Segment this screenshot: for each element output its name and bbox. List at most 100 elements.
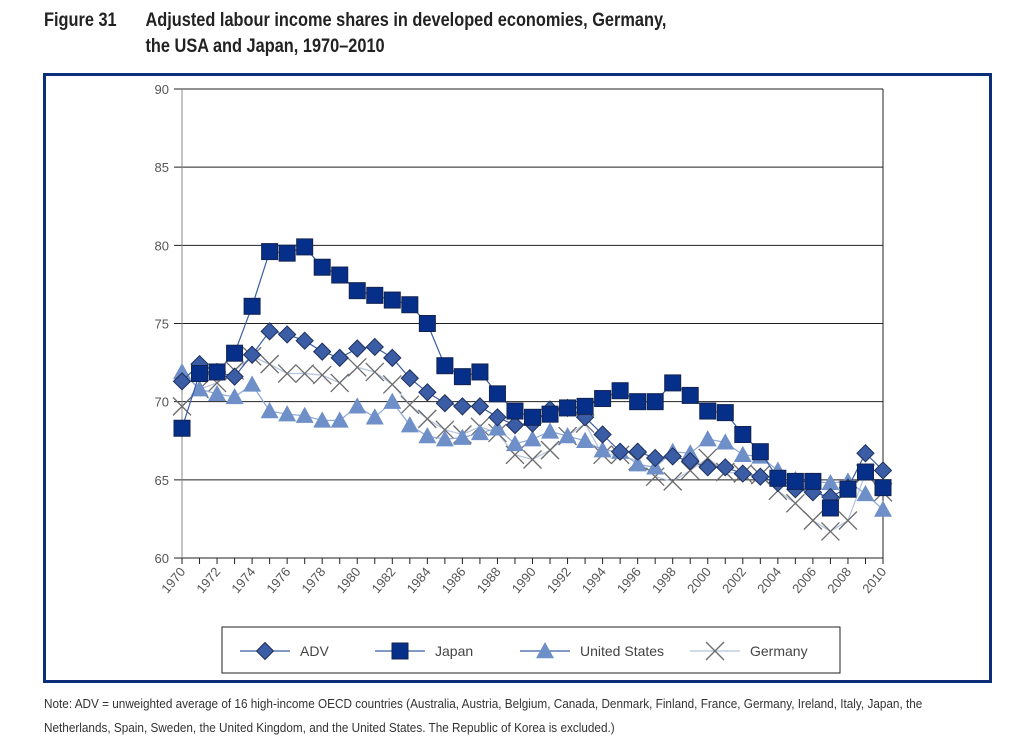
marker-diamond [628, 442, 647, 461]
marker-diamond [255, 641, 275, 661]
x-tick-label: 2000 [684, 564, 714, 596]
marker-triangle [628, 455, 647, 472]
marker-x-stroke [705, 641, 725, 661]
marker-diamond [873, 461, 893, 480]
marker-diamond [681, 451, 700, 471]
marker-triangle [576, 431, 595, 448]
marker-diamond [645, 448, 665, 468]
marker-square [559, 399, 577, 417]
figure-title: Figure 31 Adjusted labour income shares i… [44, 8, 666, 60]
x-tick-label: 1988 [474, 564, 504, 596]
y-tick-label: 65 [155, 473, 169, 488]
marker-diamond [418, 383, 437, 402]
marker-x-stroke [838, 511, 858, 530]
marker-x [382, 375, 402, 394]
marker-x [277, 364, 297, 383]
marker-x [663, 471, 683, 491]
x-tick-label: 1982 [369, 564, 399, 596]
marker-triangle [295, 406, 314, 423]
marker-triangle [190, 380, 209, 397]
marker-square [874, 479, 892, 497]
marker-square [191, 365, 209, 383]
marker-x-stroke [312, 365, 332, 385]
x-tick-label: 1996 [614, 564, 644, 596]
marker-diamond [488, 408, 507, 427]
marker-square [734, 425, 752, 443]
marker-x-stroke [347, 357, 367, 377]
legend-label: Japan [435, 643, 473, 659]
marker-x [295, 364, 315, 383]
marker-diamond [505, 415, 525, 435]
marker-diamond [242, 345, 262, 364]
marker-x-stroke [698, 448, 718, 468]
y-tick-label: 70 [155, 395, 169, 410]
marker-triangle [225, 387, 244, 405]
marker-diamond [593, 425, 612, 444]
marker-diamond [365, 337, 384, 357]
marker-triangle [470, 423, 489, 441]
x-tick-label: 1998 [649, 564, 679, 596]
marker-x-stroke [680, 460, 700, 480]
marker-triangle [523, 430, 542, 447]
marker-x-stroke [803, 511, 823, 530]
marker-square [226, 344, 244, 362]
marker-diamond [225, 367, 244, 386]
marker-x [365, 362, 385, 382]
marker-triangle [716, 433, 735, 450]
marker-triangle [536, 642, 554, 659]
marker-diamond [751, 467, 770, 486]
marker-square [296, 238, 314, 256]
marker-diamond [716, 458, 735, 477]
marker-diamond [260, 322, 279, 341]
figure-title-line2: the USA and Japan, 1970–2010 [145, 36, 385, 57]
marker-diamond [698, 458, 717, 477]
marker-triangle [698, 430, 717, 447]
marker-square [751, 443, 769, 461]
marker-diamond [856, 444, 875, 463]
marker-square [524, 408, 541, 426]
marker-triangle [541, 422, 560, 439]
marker-x [435, 420, 455, 440]
marker-diamond [383, 348, 402, 368]
marker-diamond [172, 372, 192, 391]
figure-number: Figure 31 [44, 10, 117, 31]
marker-diamond [400, 369, 420, 388]
legend-item-japan: Japan [375, 642, 473, 660]
marker-square [331, 266, 349, 284]
marker-diamond [348, 339, 367, 358]
marker-square [699, 402, 717, 420]
marker-x [838, 511, 858, 530]
marker-square [436, 357, 454, 375]
y-tick-label: 80 [155, 238, 169, 253]
marker-x-stroke [523, 450, 542, 469]
marker-square [208, 363, 226, 381]
legend-label: ADV [300, 643, 329, 659]
marker-square [541, 405, 559, 423]
marker-x [330, 373, 350, 393]
marker-x-stroke [435, 420, 455, 440]
y-tick-label: 75 [155, 317, 169, 332]
marker-x [803, 511, 823, 530]
x-tick-label: 1976 [263, 564, 293, 596]
legend-item-us: United States [520, 642, 664, 659]
marker-x-stroke [417, 409, 437, 429]
x-tick-label: 1974 [228, 564, 258, 596]
marker-triangle [418, 427, 437, 444]
marker-square [629, 393, 647, 411]
figure-title-line1: Adjusted labour income shares in develop… [145, 10, 667, 31]
marker-square [646, 393, 664, 411]
marker-triangle [488, 419, 507, 436]
marker-x [417, 409, 437, 429]
legend-item-adv: ADV [240, 641, 329, 661]
y-tick-label: 85 [155, 160, 169, 175]
marker-square [769, 469, 787, 487]
marker-square [391, 642, 409, 660]
marker-triangle [733, 445, 752, 463]
series-layer [172, 238, 893, 541]
marker-x [312, 365, 332, 385]
marker-triangle [856, 484, 875, 502]
marker-x-stroke [172, 396, 192, 416]
marker-square [576, 397, 594, 415]
